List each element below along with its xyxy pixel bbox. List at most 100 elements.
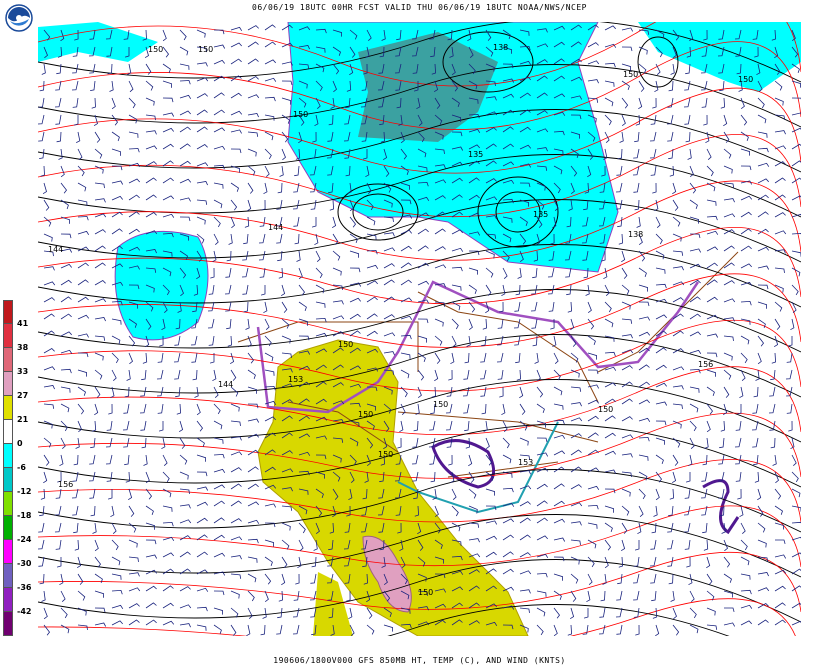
wind-barb — [77, 403, 85, 415]
wind-barb — [519, 144, 532, 150]
wind-barb — [655, 233, 663, 245]
wind-barb — [653, 505, 658, 517]
wind-barb — [548, 301, 555, 312]
wind-barb — [701, 97, 708, 108]
wind-barb — [672, 297, 684, 303]
wind-barb — [383, 590, 391, 602]
wind-barb — [433, 80, 439, 93]
wind-barb — [723, 622, 736, 627]
wind-barb — [43, 297, 55, 303]
wind-barb — [347, 182, 352, 194]
wind-barb — [230, 403, 240, 412]
wind-barb — [328, 182, 334, 194]
wind-barb — [73, 115, 79, 126]
wind-barb — [383, 369, 395, 375]
wind-barb — [468, 113, 480, 119]
wind-barb — [791, 213, 801, 218]
wind-barb — [230, 129, 242, 134]
wind-barb — [329, 199, 335, 211]
wind-barb — [434, 131, 444, 140]
wind-barb — [161, 437, 166, 450]
wind-barb — [281, 131, 289, 143]
contour-label: 150 — [433, 400, 448, 409]
wind-barb — [519, 534, 531, 541]
wind-barb — [243, 301, 249, 313]
wind-barb — [43, 403, 55, 409]
wind-barb — [400, 556, 406, 568]
wind-barb — [230, 92, 242, 99]
wind-barb — [43, 624, 51, 636]
wind-barb — [417, 262, 429, 269]
wind-barb — [162, 521, 174, 527]
wind-barb — [193, 284, 199, 296]
wind-barb — [213, 571, 226, 576]
wind-barb — [192, 301, 198, 313]
wind-barb — [536, 607, 546, 617]
wind-barb — [718, 454, 725, 465]
wind-barb — [536, 233, 541, 246]
wind-barb — [212, 250, 217, 263]
wind-barb — [94, 198, 106, 203]
wind-barb — [247, 76, 259, 82]
wind-barb — [604, 366, 617, 371]
wind-barb — [259, 267, 266, 278]
wind-barb — [464, 420, 470, 432]
wind-barb — [718, 63, 725, 74]
wind-barb — [651, 590, 657, 602]
legend-swatch — [3, 516, 13, 540]
wind-barb — [230, 518, 242, 524]
wind-barb — [655, 330, 667, 337]
wind-barb — [43, 29, 51, 41]
wind-barb — [380, 454, 386, 466]
wind-barb — [451, 505, 459, 517]
wind-barb — [519, 470, 531, 475]
wind-barb — [615, 182, 623, 193]
wind-barb — [587, 485, 600, 491]
wind-barb — [791, 63, 800, 74]
wind-barb — [585, 284, 590, 296]
wind-barb — [723, 369, 732, 380]
wind-barb — [481, 335, 487, 347]
wind-barb — [349, 29, 358, 40]
wind-barb — [502, 78, 515, 83]
wind-barb — [60, 607, 68, 619]
wind-barb — [485, 551, 497, 558]
wind-barb — [736, 63, 742, 75]
wind-barb — [381, 29, 386, 41]
wind-barb — [774, 212, 786, 218]
wind-barb — [247, 573, 257, 583]
wind-barb — [230, 536, 243, 541]
wind-barb — [672, 437, 681, 448]
wind-barb — [383, 232, 395, 237]
wind-barb — [312, 131, 317, 143]
wind-barb — [225, 301, 232, 312]
wind-barb — [127, 488, 133, 501]
wind-barb — [553, 165, 563, 175]
wind-barb — [128, 301, 139, 309]
wind-barb — [434, 573, 446, 579]
wind-barb — [757, 619, 769, 626]
wind-barb — [451, 161, 464, 167]
wind-barb — [531, 284, 538, 295]
wind-barb — [315, 416, 328, 422]
wind-barb — [128, 572, 140, 577]
wind-barb — [723, 245, 735, 252]
wind-barb — [650, 114, 657, 125]
wind-barb — [298, 488, 309, 495]
wind-barb — [649, 131, 657, 142]
contour-label: 150 — [148, 45, 163, 54]
wind-barb — [348, 607, 353, 620]
wind-barb — [724, 607, 735, 613]
wind-barb — [502, 46, 513, 54]
wind-barb — [774, 80, 783, 91]
wind-barb — [445, 403, 453, 414]
wind-barb — [703, 539, 709, 551]
wind-barb — [111, 604, 124, 610]
wind-barb — [617, 148, 623, 160]
contour-label: 135 — [533, 210, 548, 219]
wind-barb — [754, 46, 759, 58]
temperature-contour — [38, 459, 801, 523]
wind-barb — [451, 539, 462, 546]
wind-barb — [638, 436, 650, 442]
wind-barb — [179, 216, 191, 222]
